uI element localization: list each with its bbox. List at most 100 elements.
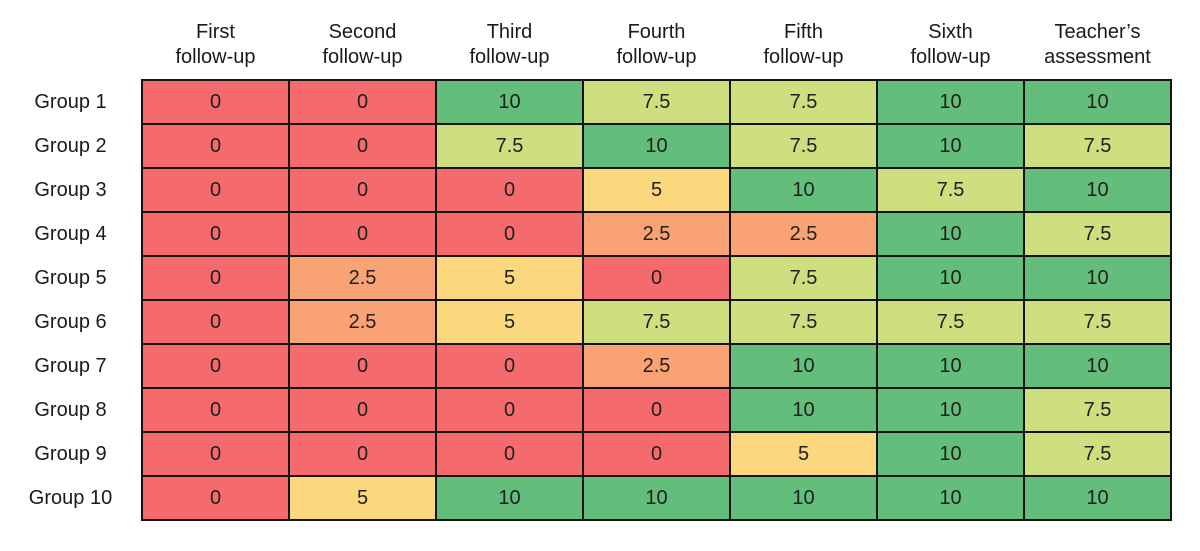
heatmap-cell: 10 [729,343,878,389]
heatmap-cell: 0 [288,167,437,213]
heatmap-cell: 10 [1023,167,1172,213]
column-header: Second follow-up [322,21,403,68]
heatmap-cell: 0 [141,299,290,345]
heatmap-cell: 10 [729,167,878,213]
heatmap-cell: 0 [288,343,437,389]
table-row: Group 10 0 5 10 10 10 10 10 [0,475,1172,521]
heatmap-cell: 0 [435,431,584,477]
heatmap-cell: 10 [876,475,1025,521]
heatmap-cell: 0 [435,343,584,389]
table-row: Group 4 0 0 0 2.5 2.5 10 7.5 [0,211,1172,257]
heatmap-cell: 0 [435,167,584,213]
heatmap-cell: 5 [582,167,731,213]
row-label: Group 3 [0,168,142,212]
row-label: Group 7 [0,344,142,388]
row-label: Group 8 [0,388,142,432]
heatmap-cell: 0 [582,431,731,477]
heatmap-cell: 2.5 [288,299,437,345]
corner-spacer [0,0,142,80]
column-header: Sixth follow-up [910,21,991,68]
heatmap-cell: 5 [435,255,584,301]
heatmap-cell: 7.5 [1023,299,1172,345]
heatmap-cell: 10 [435,475,584,521]
heatmap-body: Group 1 0 0 10 7.5 7.5 10 10 Group 2 0 0 7.5 10 7.5 10… [0,79,1172,521]
heatmap-cell: 7.5 [582,79,731,125]
heatmap-cell: 5 [288,475,437,521]
table-row: Group 6 0 2.5 5 7.5 7.5 7.5 7.5 [0,299,1172,345]
table-row: Group 5 0 2.5 5 0 7.5 10 10 [0,255,1172,301]
heatmap-cell: 0 [141,387,290,433]
table-row: Group 8 0 0 0 0 10 10 7.5 [0,387,1172,433]
heatmap-cell: 5 [729,431,878,477]
column-header: Third follow-up [469,21,550,68]
row-label: Group 4 [0,212,142,256]
heatmap-cell: 0 [435,211,584,257]
table-row: Group 7 0 0 0 2.5 10 10 10 [0,343,1172,389]
heatmap-cell: 10 [876,255,1025,301]
heatmap-cell: 10 [582,123,731,169]
row-label: Group 9 [0,432,142,476]
heatmap-cell: 7.5 [729,79,878,125]
heatmap-cell: 10 [729,475,878,521]
heatmap-header-row: First follow-up Second follow-up Third follow… [0,0,1171,80]
heatmap-cell: 0 [141,431,290,477]
heatmap-cell: 2.5 [582,343,731,389]
heatmap-cell: 10 [876,431,1025,477]
heatmap-cell: 0 [288,79,437,125]
heatmap-cell: 10 [729,387,878,433]
heatmap-cell: 10 [435,79,584,125]
heatmap-cell: 7.5 [1023,211,1172,257]
row-label: Group 1 [0,80,142,124]
heatmap-cell: 0 [582,387,731,433]
heatmap-cell: 10 [1023,255,1172,301]
column-header: Teacher’s assessment [1044,21,1151,68]
heatmap-cell: 0 [141,475,290,521]
heatmap-cell: 0 [141,123,290,169]
heatmap-cell: 7.5 [435,123,584,169]
row-label: Group 10 [0,476,142,520]
table-row: Group 9 0 0 0 0 5 10 7.5 [0,431,1172,477]
heatmap-cell: 0 [288,211,437,257]
heatmap-cell: 0 [582,255,731,301]
heatmap-cell: 10 [876,211,1025,257]
row-label: Group 5 [0,256,142,300]
heatmap-cell: 10 [1023,343,1172,389]
table-row: Group 2 0 0 7.5 10 7.5 10 7.5 [0,123,1172,169]
heatmap-cell: 0 [288,431,437,477]
heatmap-cell: 10 [876,79,1025,125]
heatmap-cell: 7.5 [876,299,1025,345]
heatmap-cell: 7.5 [1023,431,1172,477]
table-row: Group 1 0 0 10 7.5 7.5 10 10 [0,79,1172,125]
heatmap-cell: 10 [1023,79,1172,125]
heatmap-cell: 7.5 [729,299,878,345]
heatmap-cell: 7.5 [1023,123,1172,169]
table-row: Group 3 0 0 0 5 10 7.5 10 [0,167,1172,213]
heatmap-cell: 5 [435,299,584,345]
heatmap-cell: 7.5 [582,299,731,345]
heatmap-cell: 10 [876,387,1025,433]
heatmap-cell: 2.5 [582,211,731,257]
column-header: Fourth follow-up [616,21,697,68]
column-header: First follow-up [175,21,256,68]
heatmap-table: First follow-up Second follow-up Third follow… [0,0,1172,521]
heatmap-cell: 7.5 [1023,387,1172,433]
heatmap-cell: 0 [141,167,290,213]
heatmap-cell: 0 [141,211,290,257]
heatmap-cell: 0 [141,79,290,125]
heatmap-cell: 2.5 [729,211,878,257]
heatmap-cell: 10 [1023,475,1172,521]
heatmap-cell: 0 [288,123,437,169]
heatmap-cell: 7.5 [876,167,1025,213]
heatmap-cell: 10 [582,475,731,521]
column-header: Fifth follow-up [763,21,844,68]
heatmap-cell: 0 [141,255,290,301]
heatmap-cell: 0 [435,387,584,433]
heatmap-cell: 2.5 [288,255,437,301]
heatmap-cell: 7.5 [729,123,878,169]
heatmap-cell: 0 [288,387,437,433]
heatmap-cell: 7.5 [729,255,878,301]
row-label: Group 6 [0,300,142,344]
heatmap-cell: 10 [876,123,1025,169]
row-label: Group 2 [0,124,142,168]
heatmap-cell: 10 [876,343,1025,389]
